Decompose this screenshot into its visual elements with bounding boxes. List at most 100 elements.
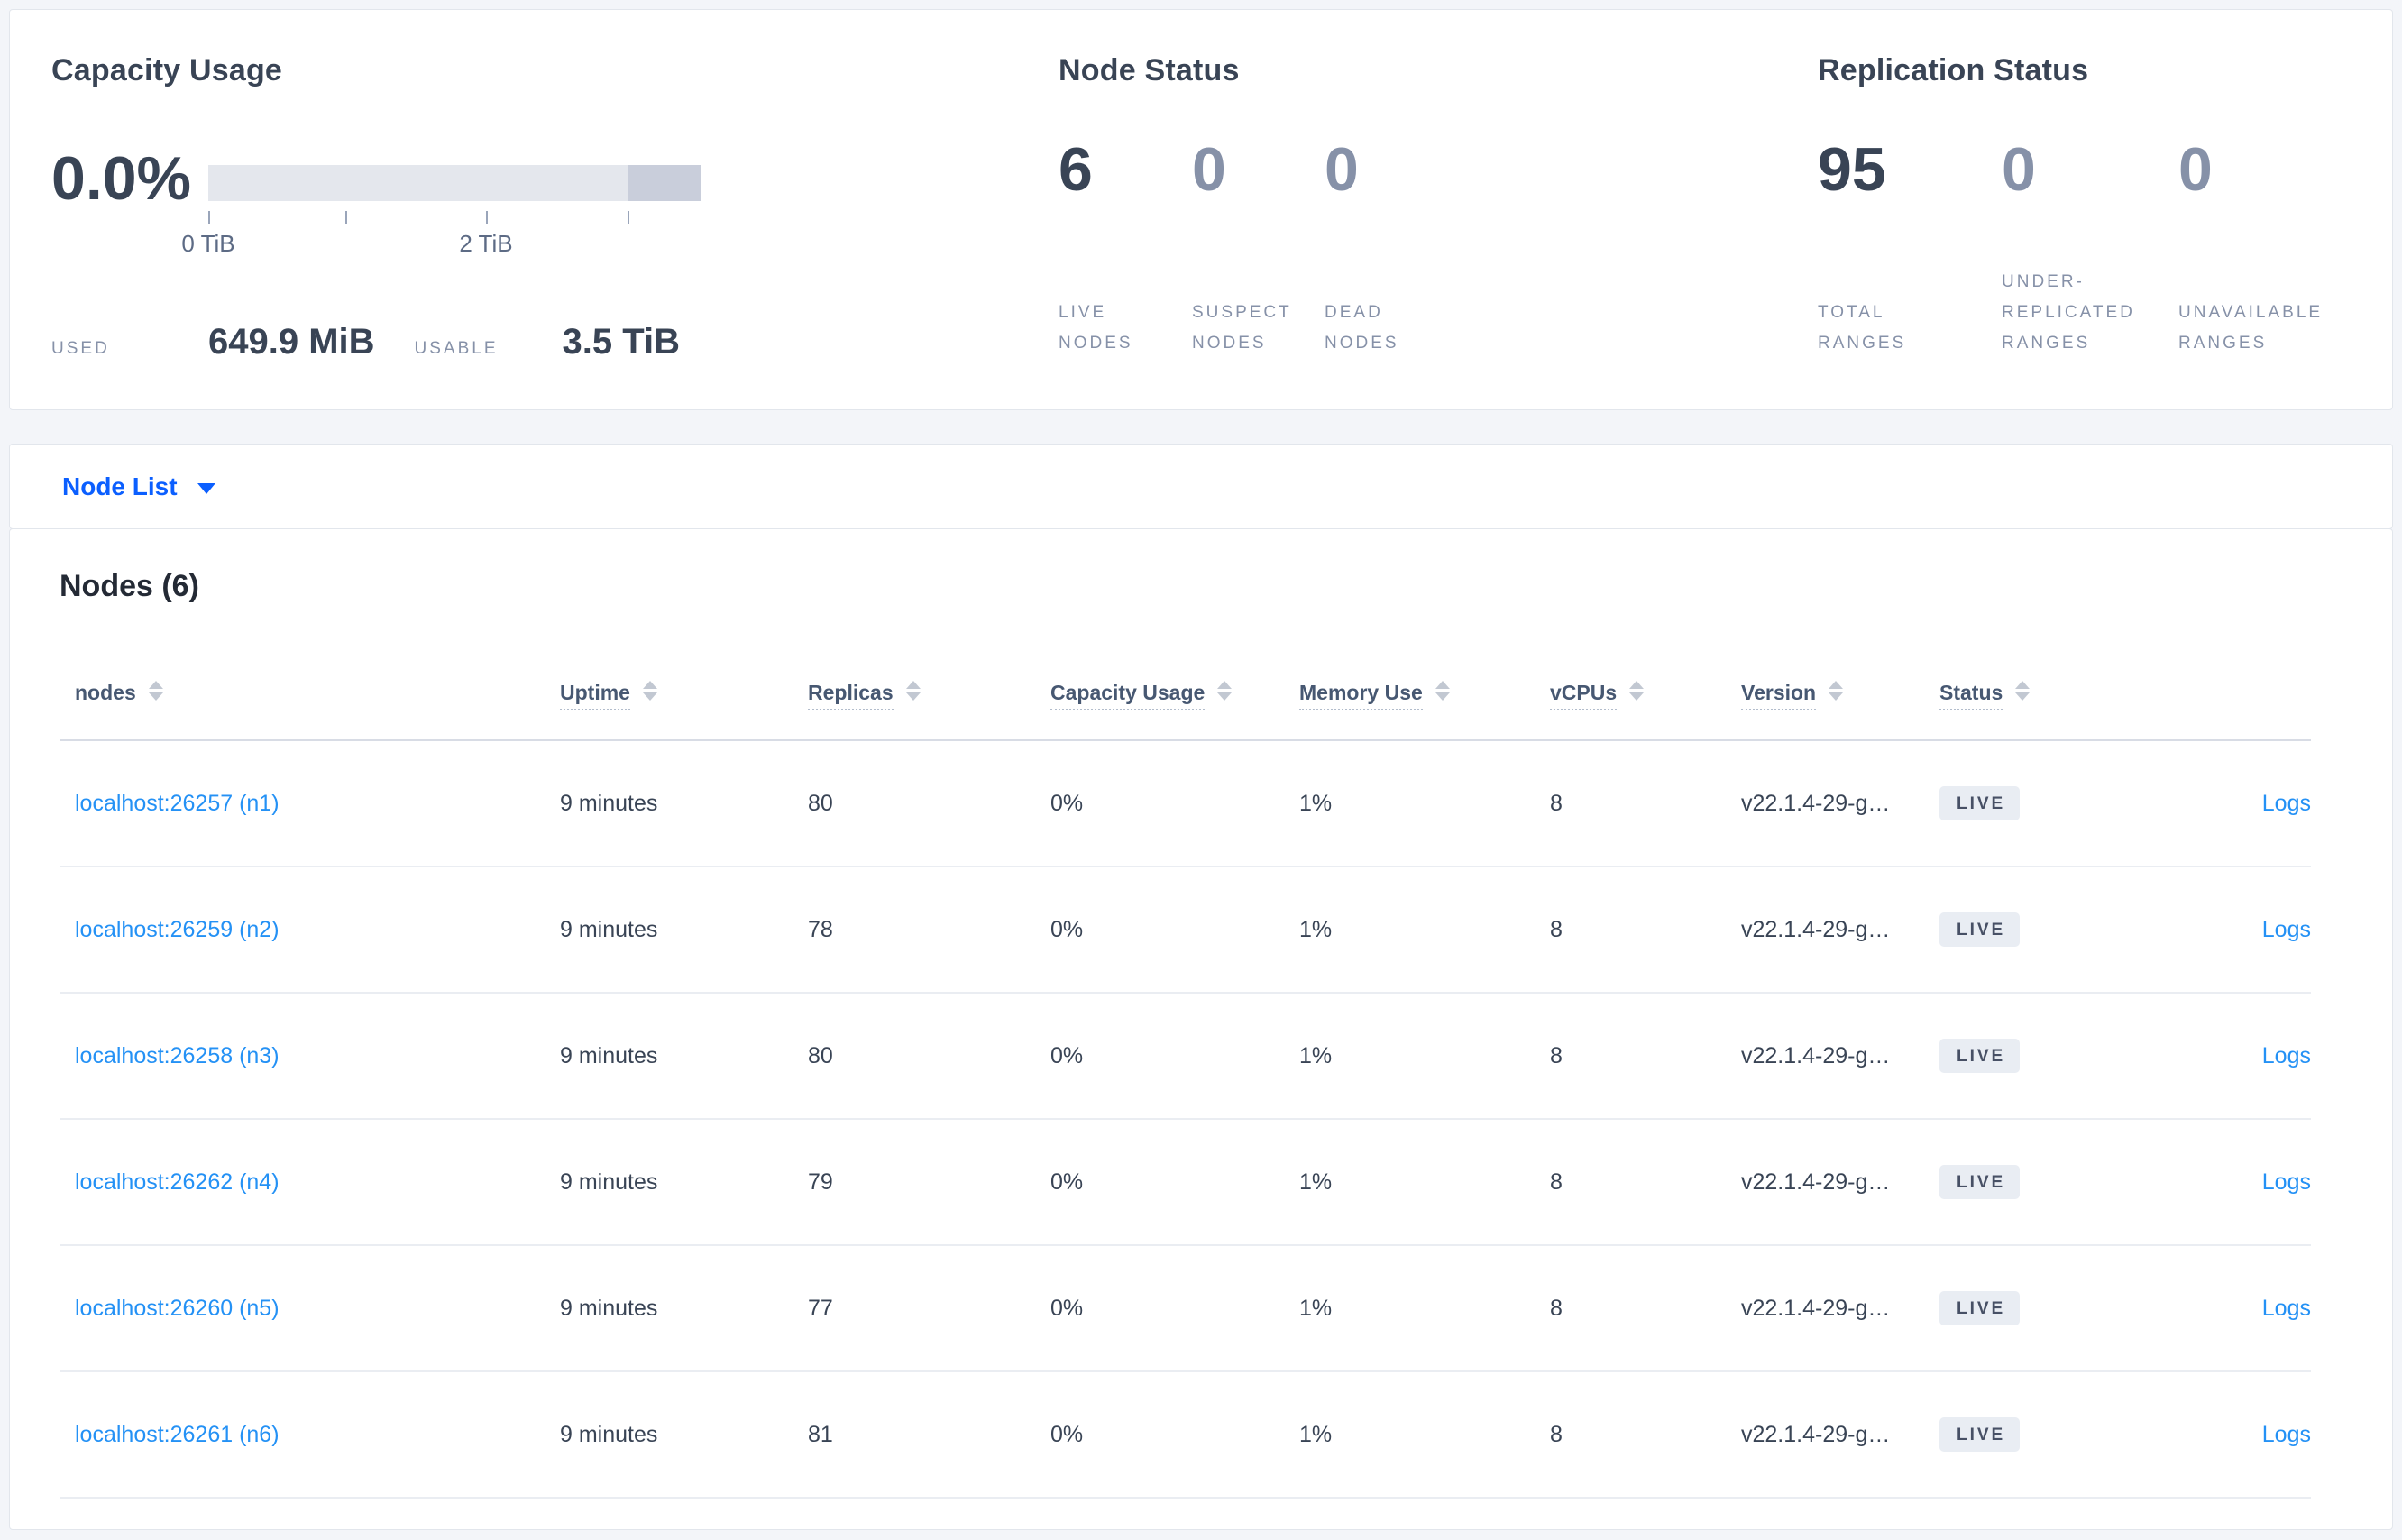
cell-memory: 1% <box>1299 1245 1550 1372</box>
nodes-table: nodes Uptime Replicas Capacity Usage Memory … <box>60 646 2311 1499</box>
status-badge: LIVE <box>1939 1291 2021 1325</box>
cell-version: v22.1.4-29-g… <box>1741 740 1939 867</box>
column-label: Version <box>1741 680 1817 710</box>
axis-tick <box>208 211 210 224</box>
cell-logs: Logs <box>2192 866 2311 994</box>
table-header-row: nodes Uptime Replicas Capacity Usage Memory … <box>60 646 2311 741</box>
logs-link[interactable]: Logs <box>2261 1042 2311 1068</box>
capacity-bar-reserved-segment <box>628 165 701 201</box>
cluster-summary-card: Capacity Usage 0.0% 0 TiB 2 TiB USED 649… <box>9 9 2393 410</box>
node-status-title: Node Status <box>1059 53 1240 87</box>
cell-vcpus: 8 <box>1550 1371 1741 1499</box>
logs-link[interactable]: Logs <box>2261 1421 2311 1447</box>
total-ranges-label: TOTAL RANGES <box>1818 303 1907 353</box>
node-link[interactable]: localhost:26259 (n2) <box>75 916 280 942</box>
column-label: Replicas <box>808 680 894 710</box>
cell-version: v22.1.4-29-g… <box>1741 1119 1939 1246</box>
node-link[interactable]: localhost:26261 (n6) <box>75 1421 280 1447</box>
cell-capacity: 0% <box>1050 1371 1299 1499</box>
table-row: localhost:26261 (n6) 9 minutes 81 0% 1% 8 v22.… <box>60 1371 2311 1499</box>
cell-vcpus: 8 <box>1550 866 1741 994</box>
cell-replicas: 78 <box>808 866 1050 994</box>
cell-version: v22.1.4-29-g… <box>1741 993 1939 1120</box>
table-row: localhost:26258 (n3) 9 minutes 80 0% 1% 8 v22.… <box>60 993 2311 1120</box>
cell-capacity: 0% <box>1050 993 1299 1120</box>
cell-status: LIVE <box>1939 740 2192 867</box>
cell-uptime: 9 minutes <box>560 1119 808 1246</box>
cell-status: LIVE <box>1939 1119 2192 1246</box>
axis-tick <box>344 211 347 224</box>
column-header-vcpus[interactable]: vCPUs <box>1550 646 1741 741</box>
usable-label: USABLE <box>414 339 499 358</box>
unavailable-ranges-label: UNAVAILABLE RANGES <box>2178 303 2324 353</box>
node-link[interactable]: localhost:26262 (n4) <box>75 1169 280 1195</box>
sort-icon <box>642 681 657 701</box>
suspect-nodes-metric: 0 SUSPECT NODES <box>1192 10 1316 409</box>
axis-tick-label: 2 TiB <box>459 230 513 257</box>
cell-nodes: localhost:26261 (n6) <box>60 1371 560 1499</box>
under-replicated-ranges-value: 0 <box>2002 135 2036 204</box>
nodes-table-title: Nodes (6) <box>60 569 199 603</box>
cell-capacity: 0% <box>1050 866 1299 994</box>
node-link[interactable]: localhost:26260 (n5) <box>75 1295 280 1321</box>
column-label: vCPUs <box>1550 680 1618 710</box>
total-ranges-metric: 95 TOTAL RANGES <box>1818 10 1953 409</box>
cell-logs: Logs <box>2192 740 2311 867</box>
logs-link[interactable]: Logs <box>2261 790 2311 816</box>
cell-logs: Logs <box>2192 1245 2311 1372</box>
cell-uptime: 9 minutes <box>560 1371 808 1499</box>
cell-capacity: 0% <box>1050 1119 1299 1246</box>
column-header-capacity[interactable]: Capacity Usage <box>1050 646 1299 741</box>
suspect-nodes-value: 0 <box>1192 135 1226 204</box>
capacity-usage-bar: 0 TiB 2 TiB <box>181 165 701 266</box>
column-label: Uptime <box>560 680 630 710</box>
column-header-replicas[interactable]: Replicas <box>808 646 1050 741</box>
total-ranges-value: 95 <box>1818 135 1886 204</box>
column-header-nodes[interactable]: nodes <box>60 646 560 741</box>
under-replicated-ranges-label: UNDER-REPLICATED RANGES <box>2002 272 2135 353</box>
suspect-nodes-label: SUSPECT NODES <box>1192 303 1292 353</box>
used-value: 649.9 MiB <box>208 322 375 362</box>
status-badge: LIVE <box>1939 1417 2021 1452</box>
node-link[interactable]: localhost:26257 (n1) <box>75 790 280 816</box>
cell-status: LIVE <box>1939 1245 2192 1372</box>
cell-memory: 1% <box>1299 1371 1550 1499</box>
logs-link[interactable]: Logs <box>2261 1169 2311 1195</box>
status-badge: LIVE <box>1939 786 2021 820</box>
logs-link[interactable]: Logs <box>2261 1295 2311 1321</box>
cell-vcpus: 8 <box>1550 1245 1741 1372</box>
used-label: USED <box>51 339 110 358</box>
cell-vcpus: 8 <box>1550 993 1741 1120</box>
cell-status: LIVE <box>1939 866 2192 994</box>
live-nodes-value: 6 <box>1059 135 1093 204</box>
column-header-uptime[interactable]: Uptime <box>560 646 808 741</box>
column-header-memory[interactable]: Memory Use <box>1299 646 1550 741</box>
capacity-bar-track <box>208 165 701 201</box>
cell-replicas: 81 <box>808 1371 1050 1499</box>
dead-nodes-metric: 0 DEAD NODES <box>1325 10 1449 409</box>
chevron-down-icon <box>197 482 215 494</box>
axis-tick <box>628 211 630 224</box>
node-link[interactable]: localhost:26258 (n3) <box>75 1042 280 1068</box>
cell-replicas: 77 <box>808 1245 1050 1372</box>
cell-vcpus: 8 <box>1550 1119 1741 1246</box>
logs-link[interactable]: Logs <box>2261 916 2311 942</box>
node-list-dropdown[interactable]: Node List <box>62 472 215 501</box>
under-replicated-ranges-metric: 0 UNDER-REPLICATED RANGES <box>2002 10 2178 409</box>
usable-value: 3.5 TiB <box>562 322 680 362</box>
cell-replicas: 79 <box>808 1119 1050 1246</box>
cell-version: v22.1.4-29-g… <box>1741 1245 1939 1372</box>
cell-capacity: 0% <box>1050 740 1299 867</box>
nodes-table-card: Nodes (6) nodes Uptime Replicas Capacity Us… <box>9 528 2393 1530</box>
column-header-version[interactable]: Version <box>1741 646 1939 741</box>
dead-nodes-label: DEAD NODES <box>1325 303 1399 353</box>
cell-logs: Logs <box>2192 1371 2311 1499</box>
cell-status: LIVE <box>1939 1371 2192 1499</box>
column-header-status[interactable]: Status <box>1939 646 2192 741</box>
column-label: Status <box>1939 680 2003 710</box>
cell-logs: Logs <box>2192 1119 2311 1246</box>
live-nodes-metric: 6 LIVE NODES <box>1059 10 1183 409</box>
capacity-legend: USED 649.9 MiB USABLE 3.5 TiB <box>51 322 680 362</box>
sort-icon <box>1829 681 1844 701</box>
